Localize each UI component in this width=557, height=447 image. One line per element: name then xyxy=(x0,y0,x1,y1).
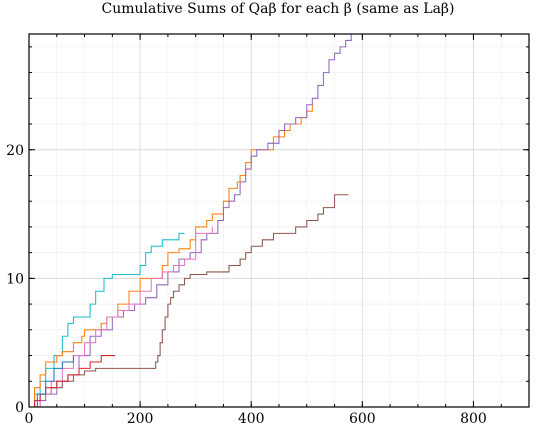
series-line-2 xyxy=(29,104,313,408)
tick-labels: 0 200 400 600 800 0 10 20 xyxy=(6,143,487,427)
x-tick-label: 800 xyxy=(460,411,487,427)
x-tick-label: 200 xyxy=(127,411,154,427)
series-line-4 xyxy=(29,33,363,408)
chart-title: Cumulative Sums of Qaβ for each β (same … xyxy=(102,1,455,17)
series-line-6 xyxy=(29,355,116,408)
series-line-7 xyxy=(29,355,74,408)
x-tick-label: 0 xyxy=(25,411,34,427)
x-tick-label: 600 xyxy=(349,411,376,427)
x-tick-label: 400 xyxy=(238,411,265,427)
series-line-3 xyxy=(29,194,349,408)
ticks xyxy=(28,34,530,408)
y-tick-label: 0 xyxy=(15,400,24,416)
series-line-5 xyxy=(29,226,213,408)
grid xyxy=(28,34,530,408)
y-tick-label: 20 xyxy=(6,143,24,159)
y-tick-label: 10 xyxy=(6,271,24,287)
